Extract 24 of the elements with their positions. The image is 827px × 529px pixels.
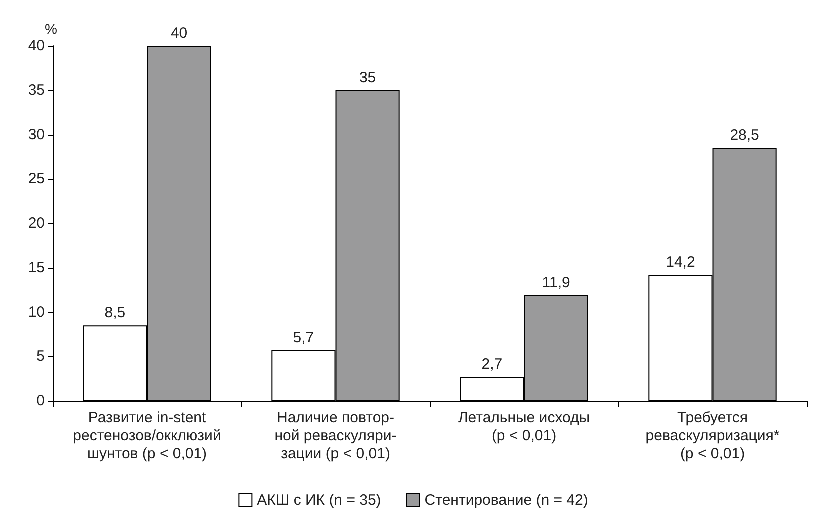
data-label: 11,9 bbox=[542, 274, 570, 292]
y-tick-label: 25 bbox=[28, 170, 45, 188]
legend-label: Стентирование (n = 42) bbox=[424, 492, 588, 509]
x-tick-label: Летальные исходы (p < 0,01) bbox=[458, 410, 590, 444]
y-tick-label: 20 bbox=[28, 215, 45, 232]
y-tick-label: 35 bbox=[28, 82, 45, 99]
y-tick-label: 5 bbox=[36, 348, 45, 366]
data-label: 14,2 bbox=[666, 254, 696, 271]
y-tick-label: 0 bbox=[36, 392, 45, 410]
y-tick-label: 40 bbox=[28, 38, 45, 54]
y-tick-label: 10 bbox=[28, 304, 45, 321]
data-label: 5,7 bbox=[293, 329, 314, 346]
x-tick-label: Развитие in-stent рестенозов/окклюзий шунтов (p < 0,01) bbox=[73, 410, 222, 462]
data-label: 28,5 bbox=[730, 127, 760, 144]
legend-label: АКШ с ИК (n = 35) bbox=[257, 492, 382, 509]
y-tick-label: 30 bbox=[28, 126, 45, 144]
data-label: 40 bbox=[170, 25, 188, 42]
data-label: 8,5 bbox=[104, 304, 126, 322]
y-axis-title: % bbox=[45, 21, 58, 37]
y-tick-label: 15 bbox=[28, 259, 45, 276]
data-label: 2,7 bbox=[482, 356, 503, 374]
x-tick-label: Наличие повтор- ной реваскуляри- зации (p < 0,01) bbox=[274, 410, 397, 462]
x-tick-label: Требуется реваскуляризация* (p < 0,01) bbox=[646, 410, 780, 462]
data-label: 35 bbox=[359, 69, 376, 86]
